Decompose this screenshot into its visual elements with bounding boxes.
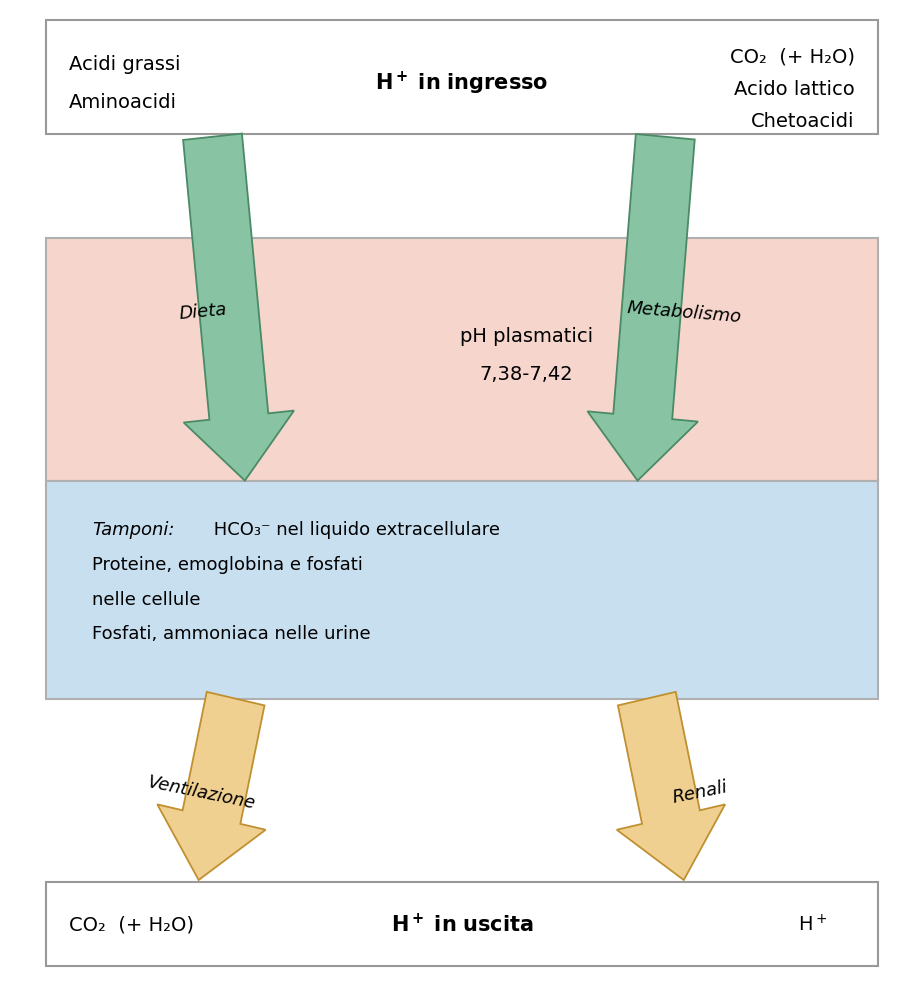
Text: Dieta: Dieta <box>178 301 228 323</box>
Text: pH plasmatici: pH plasmatici <box>460 327 593 347</box>
Polygon shape <box>157 692 265 880</box>
Polygon shape <box>183 134 294 481</box>
Text: nelle cellule: nelle cellule <box>92 591 201 608</box>
FancyBboxPatch shape <box>46 882 878 966</box>
Text: Proteine, emoglobina e fosfati: Proteine, emoglobina e fosfati <box>92 556 363 574</box>
FancyBboxPatch shape <box>46 20 878 134</box>
Text: $\mathrm{H^+}$: $\mathrm{H^+}$ <box>798 914 828 936</box>
Text: CO₂  (+ H₂O): CO₂ (+ H₂O) <box>730 48 855 67</box>
Text: 7,38-7,42: 7,38-7,42 <box>480 365 574 385</box>
Text: $\mathbf{H^+}$ $\mathbf{in\ uscita}$: $\mathbf{H^+}$ $\mathbf{in\ uscita}$ <box>391 913 533 936</box>
Polygon shape <box>617 692 725 880</box>
FancyBboxPatch shape <box>46 238 878 481</box>
Polygon shape <box>588 134 698 481</box>
Text: Tamponi:: Tamponi: <box>92 521 175 539</box>
Text: Ventilazione: Ventilazione <box>146 773 257 813</box>
Text: Fosfati, ammoniaca nelle urine: Fosfati, ammoniaca nelle urine <box>92 625 371 643</box>
Text: $\mathbf{H^+}$ $\mathbf{in\ ingresso}$: $\mathbf{H^+}$ $\mathbf{in\ ingresso}$ <box>375 69 549 97</box>
FancyBboxPatch shape <box>46 481 878 699</box>
Text: Renali: Renali <box>671 778 730 808</box>
Text: Acido lattico: Acido lattico <box>734 79 855 99</box>
Text: Acidi grassi: Acidi grassi <box>69 55 181 74</box>
Text: Chetoacidi: Chetoacidi <box>751 112 855 132</box>
Text: Aminoacidi: Aminoacidi <box>69 92 177 112</box>
Text: HCO₃⁻ nel liquido extracellulare: HCO₃⁻ nel liquido extracellulare <box>208 521 500 539</box>
Text: CO₂  (+ H₂O): CO₂ (+ H₂O) <box>69 915 194 935</box>
Text: Metabolismo: Metabolismo <box>626 298 742 326</box>
